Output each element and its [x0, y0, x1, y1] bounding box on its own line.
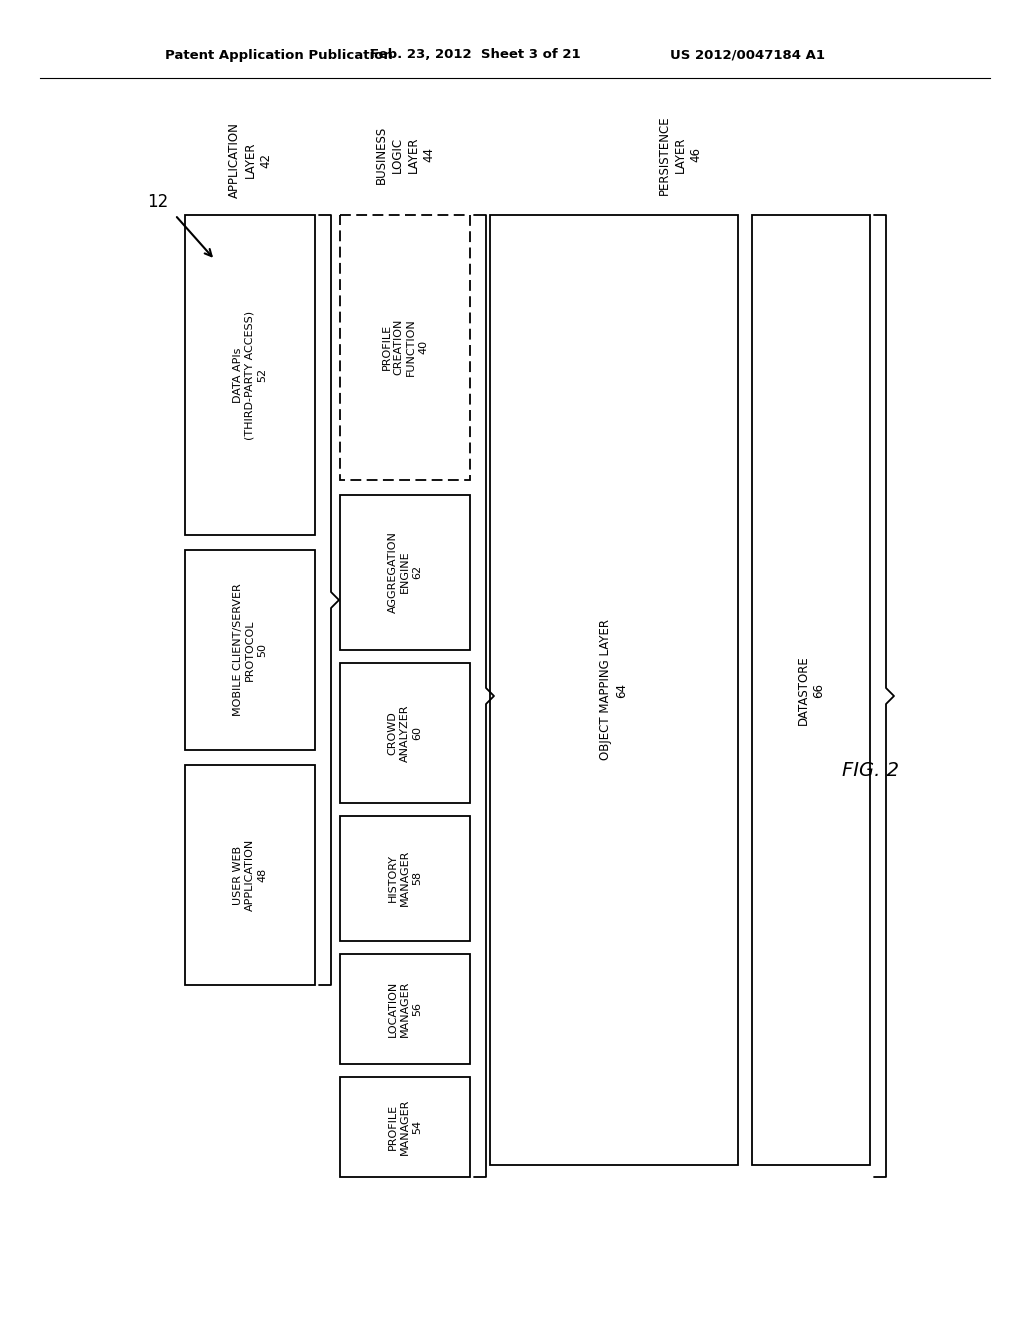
Text: AGGREGATION
ENGINE
62: AGGREGATION ENGINE 62 [388, 531, 422, 612]
Text: MOBILE CLIENT/SERVER
PROTOCOL
50: MOBILE CLIENT/SERVER PROTOCOL 50 [232, 583, 267, 717]
Text: BUSINESS
LOGIC
LAYER
44: BUSINESS LOGIC LAYER 44 [375, 125, 435, 183]
Text: Feb. 23, 2012  Sheet 3 of 21: Feb. 23, 2012 Sheet 3 of 21 [370, 49, 581, 62]
Bar [185, 550, 315, 750]
Text: PROFILE
CREATION
FUNCTION
40: PROFILE CREATION FUNCTION 40 [381, 318, 429, 376]
Bar [340, 816, 470, 941]
Text: Patent Application Publication: Patent Application Publication [165, 49, 393, 62]
Bar [340, 215, 470, 480]
Text: US 2012/0047184 A1: US 2012/0047184 A1 [670, 49, 825, 62]
Bar [340, 495, 470, 649]
Text: OBJECT MAPPING LAYER
64: OBJECT MAPPING LAYER 64 [599, 619, 629, 760]
Text: 12: 12 [147, 193, 169, 211]
Bar [185, 215, 315, 535]
Bar [340, 954, 470, 1064]
Text: CROWD
ANALYZER
60: CROWD ANALYZER 60 [388, 705, 422, 762]
Bar [340, 663, 470, 803]
Text: APPLICATION
LAYER
42: APPLICATION LAYER 42 [227, 121, 272, 198]
Text: USER WEB
APPLICATION
48: USER WEB APPLICATION 48 [232, 840, 267, 911]
Text: PROFILE
MANAGER
54: PROFILE MANAGER 54 [388, 1098, 422, 1155]
Bar [185, 766, 315, 985]
Text: FIG. 2: FIG. 2 [842, 760, 898, 780]
Text: PERSISTENCE
LAYER
46: PERSISTENCE LAYER 46 [657, 115, 702, 195]
Text: DATASTORE
66: DATASTORE 66 [797, 655, 825, 725]
Bar [490, 215, 738, 1166]
Text: HISTORY
MANAGER
58: HISTORY MANAGER 58 [388, 850, 422, 907]
Bar [752, 215, 870, 1166]
Bar [340, 1077, 470, 1177]
Text: DATA APIs
(THIRD-PARTY ACCESS)
52: DATA APIs (THIRD-PARTY ACCESS) 52 [232, 310, 267, 440]
Text: LOCATION
MANAGER
56: LOCATION MANAGER 56 [388, 981, 422, 1038]
